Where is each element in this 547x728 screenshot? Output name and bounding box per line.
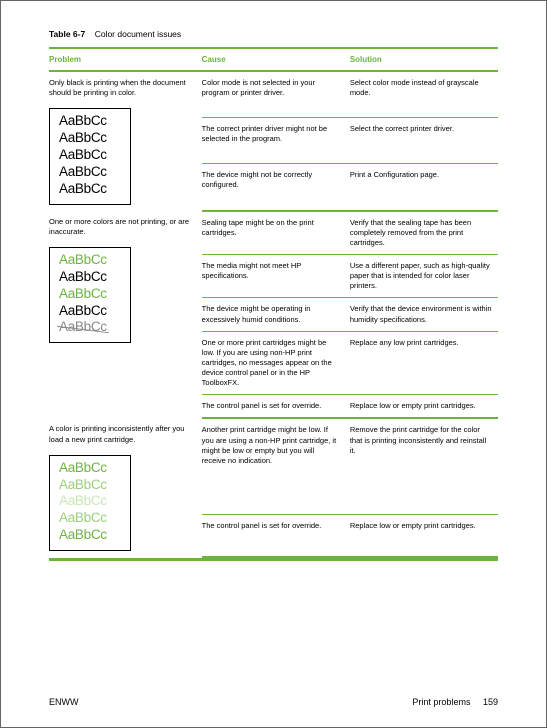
cause-cell: The control panel is set for override. (202, 395, 350, 419)
solution-cell: Select the correct printer driver. (350, 118, 498, 164)
table-number: Table 6-7 (49, 29, 85, 39)
cause-cell: One or more print cartridges might be lo… (202, 331, 350, 395)
col-cause: Cause (202, 48, 350, 71)
cause-cell: The device might not be correctly config… (202, 164, 350, 211)
col-problem: Problem (49, 48, 202, 71)
solution-cell: Print a Configuration page. (350, 164, 498, 211)
cause-cell: Another print cartridge might be low. If… (202, 418, 350, 514)
solution-cell: Replace any low print cartridges. (350, 331, 498, 395)
sample-line: AaBbCc (59, 181, 121, 198)
text-sample-box: AaBbCcAaBbCcAaBbCcAaBbCcAaBbCc (49, 108, 131, 204)
table-row: Only black is printing when the document… (49, 71, 498, 118)
sample-line: AaBbCc (59, 493, 121, 510)
sample-line: AaBbCc (59, 164, 121, 181)
col-solution: Solution (350, 48, 498, 71)
table-end-rule (49, 558, 498, 561)
sample-line: AaBbCc (59, 147, 121, 164)
sample-line: AaBbCc (59, 303, 121, 320)
solution-cell: Verify that the sealing tape has been co… (350, 211, 498, 255)
solution-cell: Replace low or empty print cartridges. (350, 395, 498, 419)
problem-cell: Only black is printing when the document… (49, 71, 202, 211)
solution-cell: Use a different paper, such as high-qual… (350, 255, 498, 298)
footer-left: ENWW (49, 697, 79, 707)
sample-line: AaBbCc (59, 286, 121, 303)
solution-cell: Select color mode instead of grayscale m… (350, 71, 498, 118)
sample-line: AaBbCc (59, 130, 121, 147)
footer-right: Print problems 159 (412, 697, 498, 707)
problem-cell: One or more colors are not printing, or … (49, 211, 202, 419)
sample-line: AaBbCc (59, 319, 121, 336)
text-sample-box: AaBbCcAaBbCcAaBbCcAaBbCcAaBbCc (49, 455, 131, 551)
text-sample-box: AaBbCcAaBbCcAaBbCcAaBbCcAaBbCc (49, 247, 131, 343)
footer-section: Print problems (412, 697, 470, 707)
problem-text: One or more colors are not printing, or … (49, 217, 192, 237)
table-caption: Color document issues (95, 29, 181, 39)
table-row: A color is printing inconsistently after… (49, 418, 498, 514)
problem-text: Only black is printing when the document… (49, 78, 192, 98)
cause-cell: Sealing tape might be on the print cartr… (202, 211, 350, 255)
solution-cell: Replace low or empty print cartridges. (350, 514, 498, 557)
cause-cell: The correct printer driver might not be … (202, 118, 350, 164)
troubleshooting-table: Problem Cause Solution Only black is pri… (49, 47, 498, 559)
page-number: 159 (483, 697, 498, 707)
sample-line: AaBbCc (59, 269, 121, 286)
solution-cell: Remove the print cartridge for the color… (350, 418, 498, 514)
cause-cell: Color mode is not selected in your progr… (202, 71, 350, 118)
table-title: Table 6-7 Color document issues (49, 29, 498, 39)
problem-text: A color is printing inconsistently after… (49, 424, 192, 444)
cause-cell: The control panel is set for override. (202, 514, 350, 557)
cause-cell: The media might not meet HP specificatio… (202, 255, 350, 298)
sample-line: AaBbCc (59, 252, 121, 269)
sample-line: AaBbCc (59, 460, 121, 477)
sample-line: AaBbCc (59, 527, 121, 544)
cause-cell: The device might be operating in excessi… (202, 298, 350, 331)
sample-line: AaBbCc (59, 113, 121, 130)
table-row: One or more colors are not printing, or … (49, 211, 498, 255)
page-footer: ENWW Print problems 159 (49, 697, 498, 707)
sample-line: AaBbCc (59, 477, 121, 494)
sample-line: AaBbCc (59, 510, 121, 527)
solution-cell: Verify that the device environment is wi… (350, 298, 498, 331)
problem-cell: A color is printing inconsistently after… (49, 418, 202, 557)
